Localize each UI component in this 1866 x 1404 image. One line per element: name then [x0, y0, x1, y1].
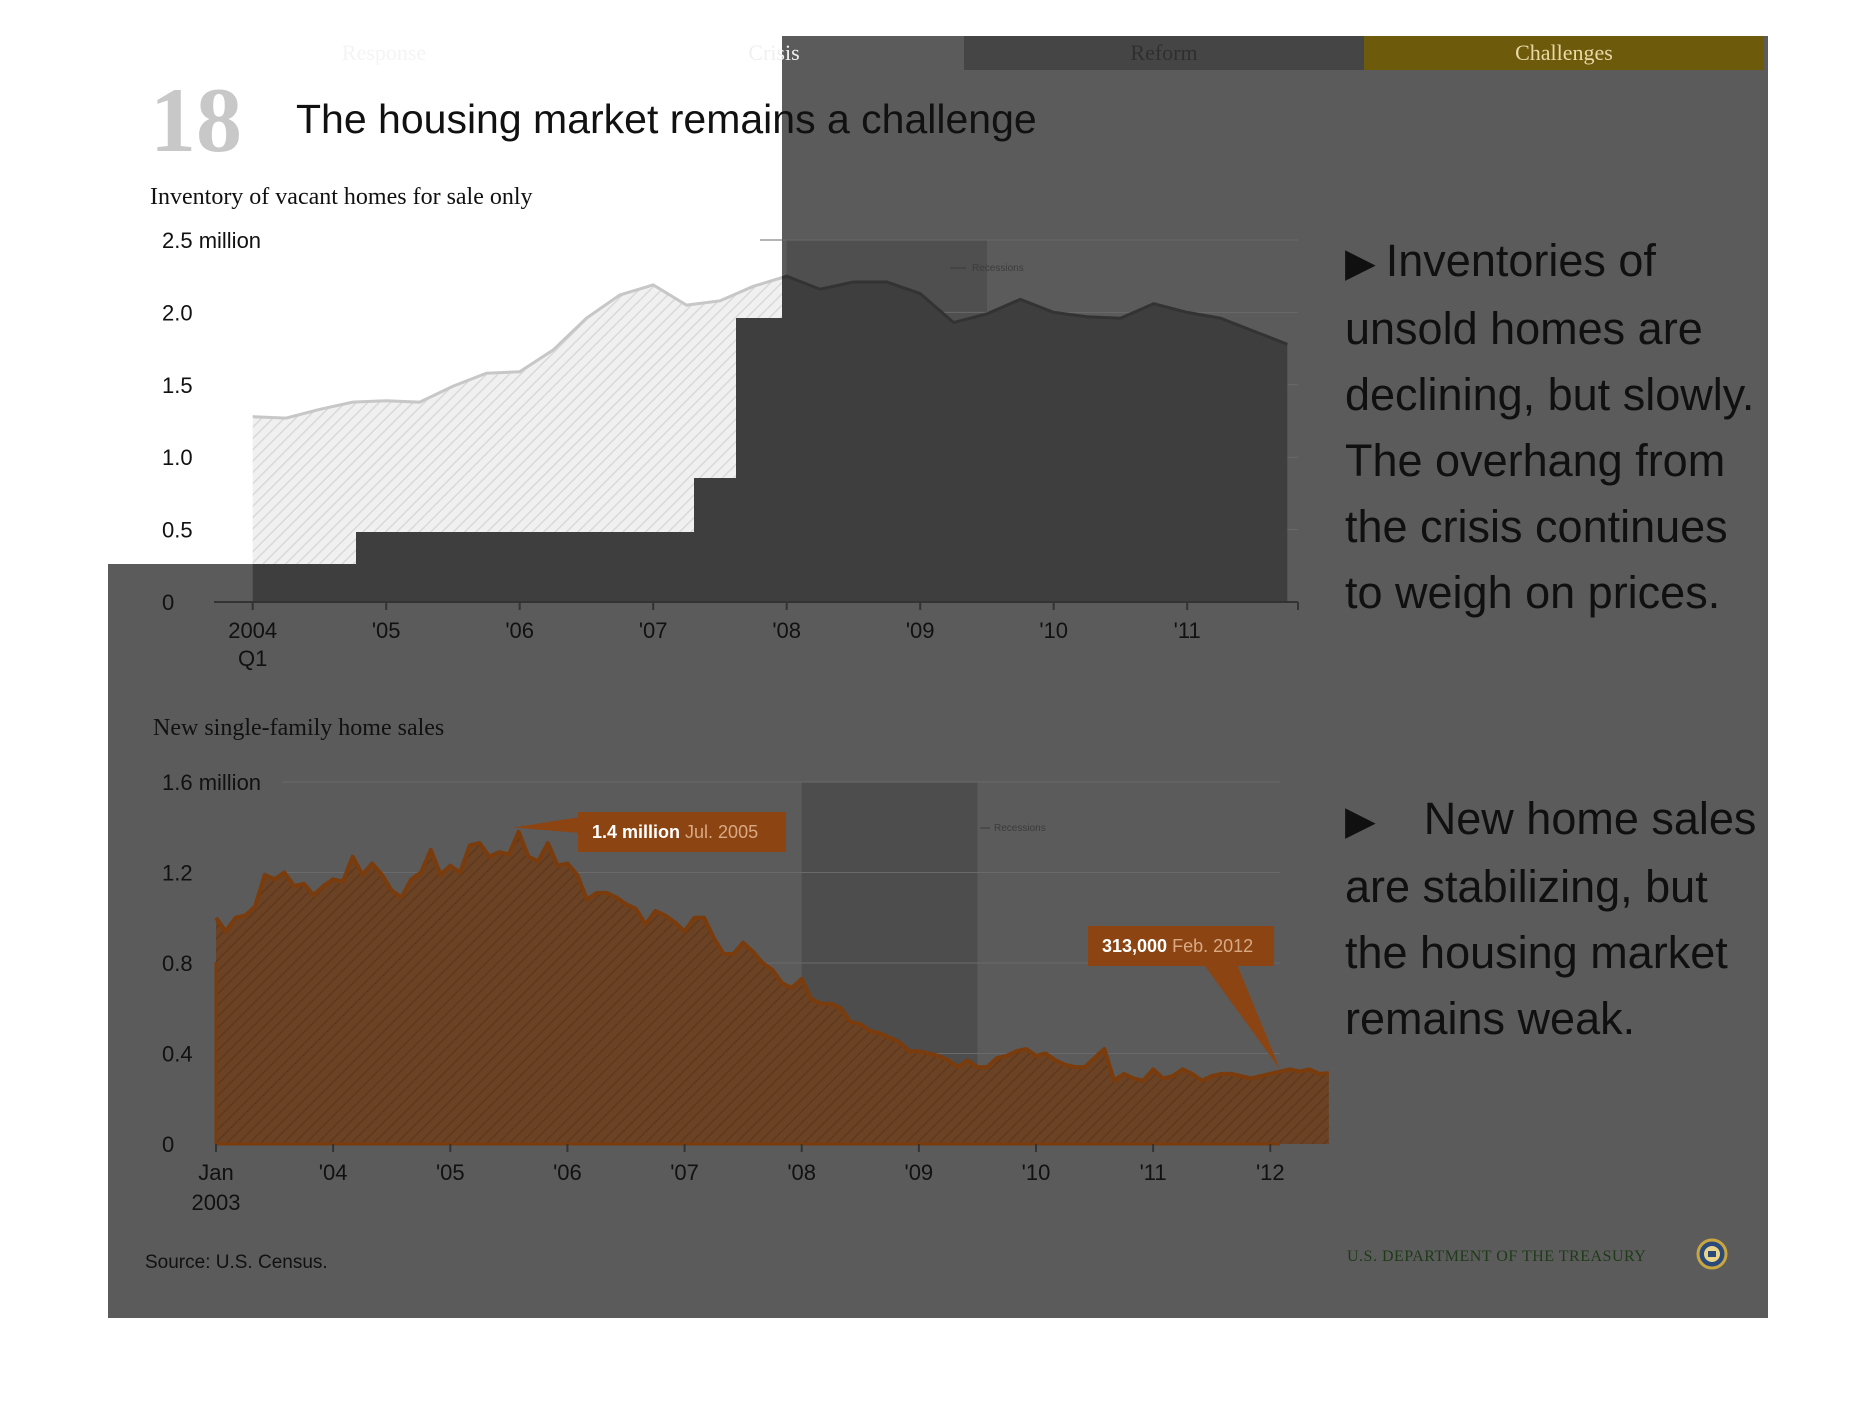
- x-tick-label: '06: [505, 618, 534, 643]
- tab-response[interactable]: Response: [341, 40, 427, 65]
- x-tick-label: '10: [1039, 618, 1068, 643]
- callout-peak-label: 1.4 million Jul. 2005: [592, 822, 758, 842]
- tab-crisis[interactable]: Crisis: [748, 40, 800, 65]
- sales-chart: Recessions 1.4 million Jul. 2005 313,000 F…: [162, 770, 1329, 1215]
- slide-title: The housing market remains a challenge: [296, 96, 1037, 142]
- section-nav: Response Crisis Reform Challenges: [184, 36, 1764, 70]
- bullet-sales-text: New home sales are stabilizing, but the …: [1345, 793, 1757, 1044]
- x-tick-label: 2004: [228, 618, 277, 643]
- y-tick-label: 0: [162, 1132, 174, 1157]
- callout-latest-box: [1088, 926, 1274, 966]
- callout-pointer: [1202, 962, 1280, 1070]
- recession-legend-label: Recessions: [994, 823, 1046, 834]
- bullet-sales: ▶ New home sales are stabilizing, but the…: [1345, 786, 1765, 1052]
- tab-challenges[interactable]: Challenges: [1364, 36, 1764, 70]
- x-tick-label: '11: [1174, 618, 1201, 643]
- x-tick-label: '12: [1256, 1160, 1285, 1185]
- x-tick-label: '09: [905, 1160, 934, 1185]
- y-tick-label: 0.5: [162, 518, 193, 543]
- y-tick-label: 1.5: [162, 373, 193, 398]
- callout-latest-date: Feb. 2012: [1172, 936, 1253, 956]
- triangle-bullet-icon: ▶: [1345, 799, 1376, 843]
- x-tick-label: '11: [1140, 1160, 1167, 1185]
- slide-number: 18: [150, 69, 242, 171]
- x-tick-label: '04: [319, 1160, 348, 1185]
- tab-reform[interactable]: Reform: [964, 36, 1364, 70]
- x-tick-label: '09: [906, 618, 935, 643]
- triangle-bullet-icon: ▶: [1345, 241, 1376, 285]
- bullet-inventory-text: Inventories of unsold homes are declinin…: [1345, 235, 1755, 618]
- sales-chart-title: New single-family home sales: [153, 715, 445, 741]
- x-tick-label: '05: [436, 1160, 465, 1185]
- x-tick-label: '08: [772, 618, 801, 643]
- y-tick-label: 0.8: [162, 951, 193, 976]
- x-tick-label: '05: [372, 618, 401, 643]
- x-tick-label: '07: [670, 1160, 699, 1185]
- x-tick-sublabel: Q1: [238, 646, 267, 671]
- callout-latest-value: 313,000: [1102, 936, 1172, 956]
- y-tick-label: 2.5 million: [162, 228, 261, 253]
- x-tick-label: '08: [787, 1160, 816, 1185]
- callout-peak-date: Jul. 2005: [685, 822, 758, 842]
- inventory-chart-title: Inventory of vacant homes for sale only: [150, 184, 533, 210]
- x-tick-label: Jan: [198, 1160, 233, 1185]
- y-tick-label: 0.4: [162, 1042, 193, 1067]
- x-tick-label: '06: [553, 1160, 582, 1185]
- x-tick-label: '07: [639, 618, 668, 643]
- callout-peak-box: [578, 812, 786, 852]
- sales-line: [214, 829, 1329, 1083]
- bullet-inventory: ▶ Inventories of unsold homes are declini…: [1345, 228, 1765, 626]
- source-note: Source: U.S. Census.: [145, 1252, 328, 1273]
- recession-legend-label: Recessions: [972, 263, 1024, 274]
- sales-area: [216, 831, 1329, 1144]
- callout-peak-value: 1.4 million: [592, 822, 685, 842]
- x-tick-label: '10: [1022, 1160, 1051, 1185]
- callout-latest-label: 313,000 Feb. 2012: [1102, 936, 1253, 956]
- treasury-seal-icon: [1696, 1238, 1728, 1270]
- y-tick-label: 1.6 million: [162, 770, 261, 795]
- y-tick-label: 1.0: [162, 445, 193, 470]
- y-tick-label: 2.0: [162, 300, 193, 325]
- callout-pointer: [512, 817, 580, 833]
- x-tick-sublabel: 2003: [192, 1190, 241, 1215]
- y-tick-label: 1.2: [162, 861, 193, 886]
- y-tick-label: 0: [162, 590, 174, 615]
- footer-department: U.S. DEPARTMENT OF THE TREASURY: [1347, 1248, 1647, 1265]
- inventory-chart: Recessions 2004 Q1 '05 '06 '07 '08 '09 '10 '11 0 0.…: [162, 228, 1299, 671]
- charts-canvas: Recessions 2004 Q1 '05 '06 '07 '08 '09 '10 '11 0 0.…: [162, 228, 1329, 1215]
- inventory-line: [252, 274, 782, 420]
